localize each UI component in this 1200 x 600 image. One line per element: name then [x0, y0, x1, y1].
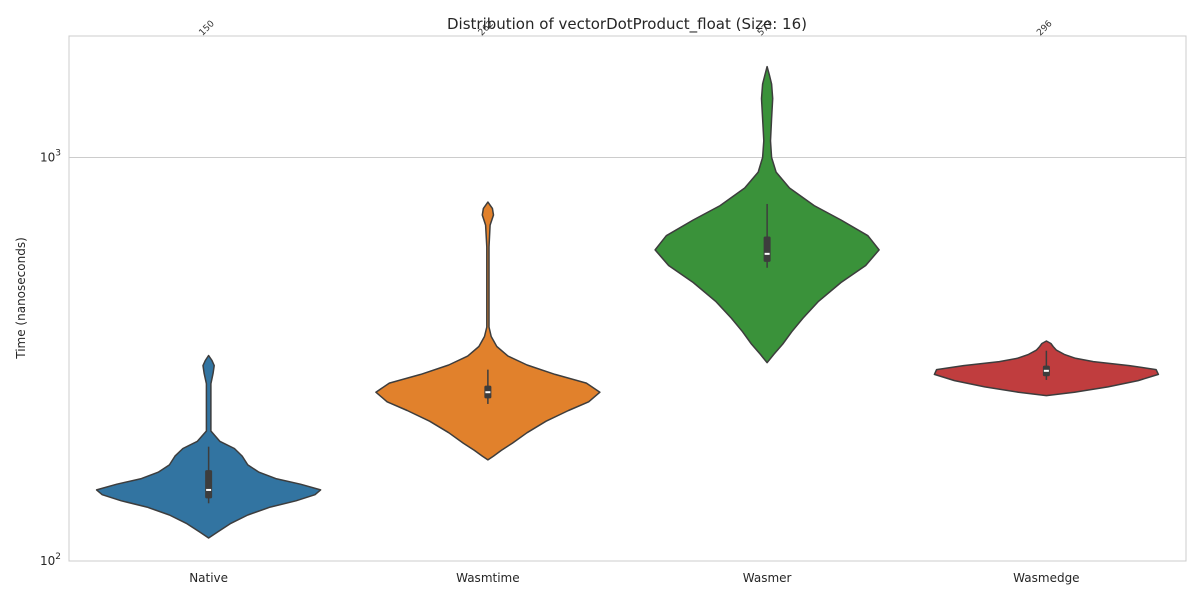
median-marker-wasmer	[764, 252, 770, 255]
median-marker-wasmtime	[485, 391, 491, 394]
x-axis-ticks: Native Wasmtime Wasmer Wasmedge	[189, 571, 1079, 585]
y-tick-label: 102	[40, 552, 61, 568]
y-axis-ticks: 102 103	[40, 148, 61, 568]
violin-wasmtime	[375, 201, 601, 461]
x-tick-label-wasmer: Wasmer	[743, 571, 792, 585]
iqr-box-wasmer	[763, 236, 771, 262]
median-marker-native	[206, 488, 212, 491]
median-label-wasmedge: 296	[1035, 19, 1054, 38]
grid-lines	[69, 156, 1186, 562]
y-axis-label: Time (nanoseconds)	[14, 237, 28, 360]
median-label-native: 150	[198, 19, 217, 38]
x-tick-label-native: Native	[189, 571, 228, 585]
chart-title: Distribution of vectorDotProduct_float (…	[447, 15, 807, 34]
x-tick-label-wasmedge: Wasmedge	[1013, 571, 1079, 585]
violins	[95, 65, 1160, 539]
median-marker-wasmedge	[1043, 369, 1049, 372]
iqr-box-native	[205, 470, 213, 499]
y-tick-label: 103	[40, 148, 61, 164]
x-tick-label-wasmtime: Wasmtime	[456, 571, 520, 585]
